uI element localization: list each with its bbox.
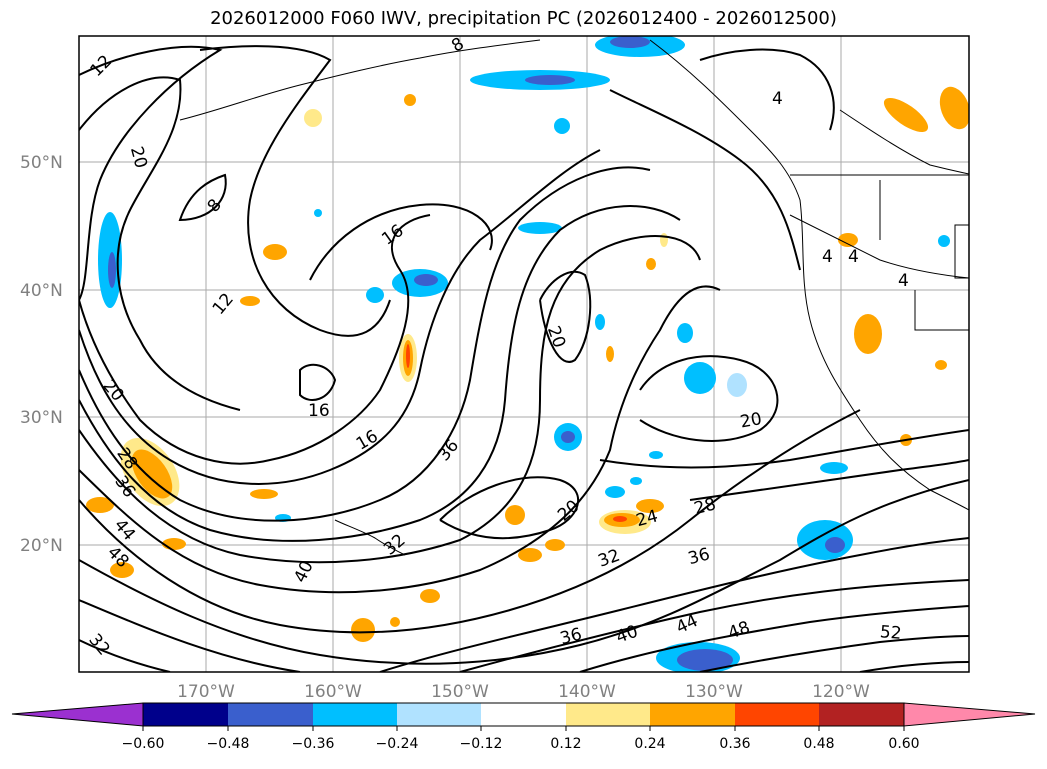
colorbar-label: −0.36 [292, 736, 335, 752]
colorbar-high-extend [903, 702, 1036, 727]
colorbar-segment [819, 703, 904, 726]
colorbar-frame [142, 702, 905, 727]
colorbar-segment [397, 703, 481, 726]
lat-label: 20°N [20, 536, 63, 556]
colorbar-segment [566, 703, 650, 726]
iwv-contours [79, 45, 969, 672]
colorbar-label: 0.12 [550, 736, 581, 752]
lon-label: 140°W [558, 682, 616, 702]
colorbar-segment [481, 703, 566, 726]
colorbar-label: 0.24 [634, 736, 665, 752]
colorbar-low-extend [11, 702, 144, 727]
colorbar-segment [143, 703, 228, 726]
contour-label: 4 [822, 247, 833, 267]
lon-label: 130°W [685, 682, 743, 702]
contour-label: 52 [879, 622, 902, 644]
colorbar-label: −0.48 [207, 736, 250, 752]
latitude-labels: 50°N 40°N 30°N 20°N [20, 153, 63, 556]
colorbar-label: −0.60 [122, 736, 165, 752]
contour-label: 4 [898, 271, 909, 291]
colorbar-segment [313, 703, 397, 726]
contour-label: 16 [308, 401, 330, 421]
colorbar-label: 0.60 [888, 736, 919, 752]
lon-label: 120°W [812, 682, 870, 702]
lat-label: 40°N [20, 281, 63, 301]
colorbar-label: 0.48 [803, 736, 834, 752]
lat-label: 50°N [20, 153, 63, 173]
map-panel [79, 36, 969, 672]
coastlines [179, 39, 969, 556]
colorbar-segment [735, 703, 819, 726]
colorbar-segment [650, 703, 735, 726]
contour-label: 4 [848, 247, 859, 267]
map-title: 2026012000 F060 IWV, precipitation PC (2… [210, 8, 837, 29]
colorbar-label: 0.36 [719, 736, 750, 752]
lon-label: 160°W [304, 682, 362, 702]
map-frame [78, 35, 970, 673]
contour-label: 4 [772, 89, 783, 109]
lat-label: 30°N [20, 408, 63, 428]
lon-label: 150°W [431, 682, 489, 702]
colorbar-label: −0.12 [460, 736, 503, 752]
colorbar: −0.60 −0.48 −0.36 −0.24 −0.12 0.12 0.24 … [11, 702, 1036, 752]
contour-label: 20 [739, 409, 764, 432]
colorbar-segment [228, 703, 313, 726]
colorbar-label: −0.24 [376, 736, 419, 752]
lon-label: 170°W [177, 682, 235, 702]
longitude-labels: 170°W 160°W 150°W 140°W 130°W 120°W [177, 682, 870, 702]
